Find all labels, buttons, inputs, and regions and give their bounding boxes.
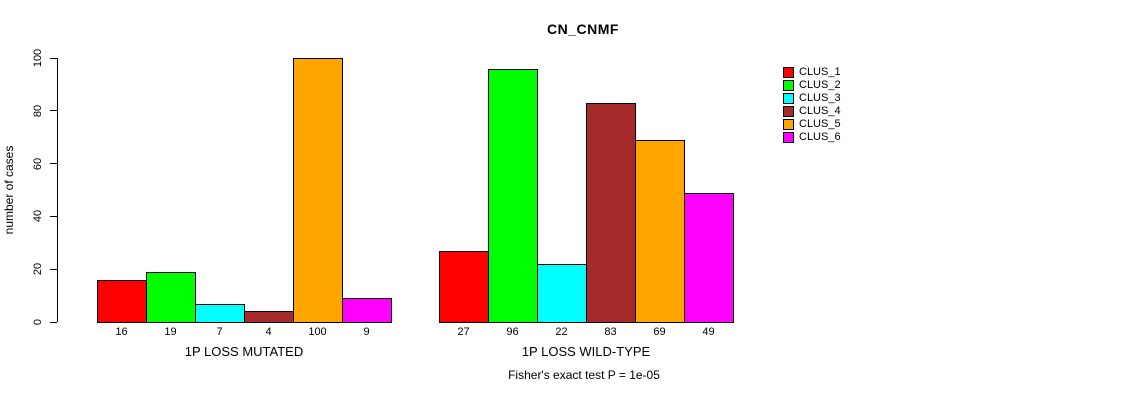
- y-axis-tick: [50, 268, 57, 270]
- bar-value-label: 96: [506, 326, 519, 338]
- legend-item: CLUS_4: [783, 105, 841, 117]
- bar-clus_6-group1: [342, 298, 392, 323]
- y-axis-tick-label: 100: [32, 48, 44, 68]
- chart-title: CN_CNMF: [547, 21, 619, 37]
- y-axis-tick: [50, 163, 57, 165]
- bar-value-label: 4: [265, 326, 272, 338]
- legend-swatch-clus_1: [783, 66, 794, 78]
- legend-label: CLUS_3: [799, 92, 841, 104]
- legend-item: CLUS_1: [783, 66, 841, 78]
- bar-clus_5-group2: [635, 140, 685, 323]
- bar-clus_3-group2: [537, 264, 587, 323]
- legend-item: CLUS_3: [783, 92, 841, 104]
- legend-label: CLUS_4: [799, 105, 841, 117]
- bar-value-label: 27: [457, 326, 470, 338]
- legend-swatch-clus_6: [783, 131, 794, 143]
- bar-clus_4-group2: [586, 103, 636, 323]
- bar-value-label: 100: [308, 326, 327, 338]
- x-group-label: 1P LOSS WILD-TYPE: [521, 344, 651, 359]
- legend-item: CLUS_5: [783, 118, 841, 130]
- y-axis-tick-label: 80: [32, 104, 44, 117]
- y-axis-tick-label: 60: [32, 157, 44, 170]
- bar-value-label: 19: [164, 326, 177, 338]
- y-axis-tick-label: 0: [32, 318, 44, 326]
- bar-value-label: 7: [216, 326, 223, 338]
- bar-clus_3-group1: [195, 304, 245, 323]
- legend-swatch-clus_3: [783, 92, 794, 104]
- bar-value-label: 49: [702, 326, 715, 338]
- y-axis-line: [57, 58, 58, 322]
- bar-clus_6-group2: [684, 193, 734, 323]
- bar-value-label: 83: [604, 326, 617, 338]
- bar-clus_4-group1: [244, 311, 294, 323]
- legend-label: CLUS_6: [799, 131, 841, 143]
- stat-test-annotation: Fisher's exact test P = 1e-05: [508, 368, 660, 382]
- y-axis-title: number of cases: [2, 145, 16, 235]
- legend-swatch-clus_4: [783, 105, 794, 117]
- legend-label: CLUS_5: [799, 118, 841, 130]
- bar-value-label: 22: [555, 326, 568, 338]
- legend-item: CLUS_2: [783, 79, 841, 91]
- legend-swatch-clus_5: [783, 118, 794, 130]
- legend-label: CLUS_2: [799, 79, 841, 91]
- y-axis-tick: [50, 321, 57, 323]
- bar-clus_1-group2: [439, 251, 489, 323]
- y-axis-tick: [50, 57, 57, 59]
- y-axis-tick: [50, 110, 57, 112]
- legend-label: CLUS_1: [799, 66, 841, 78]
- y-axis-tick: [50, 215, 57, 217]
- legend-swatch-clus_2: [783, 79, 794, 91]
- bar-clus_2-group2: [488, 69, 538, 323]
- x-group-label: 1P LOSS MUTATED: [184, 344, 304, 359]
- bar-value-label: 9: [363, 326, 370, 338]
- y-axis-tick-label: 40: [32, 210, 44, 223]
- bar-value-label: 16: [115, 326, 128, 338]
- bar-clus_5-group1: [293, 58, 343, 323]
- y-axis-tick-label: 20: [32, 263, 44, 276]
- bar-clus_1-group1: [97, 280, 147, 323]
- legend-item: CLUS_6: [783, 131, 841, 143]
- bar-clus_2-group1: [146, 272, 196, 323]
- bar-value-label: 69: [653, 326, 666, 338]
